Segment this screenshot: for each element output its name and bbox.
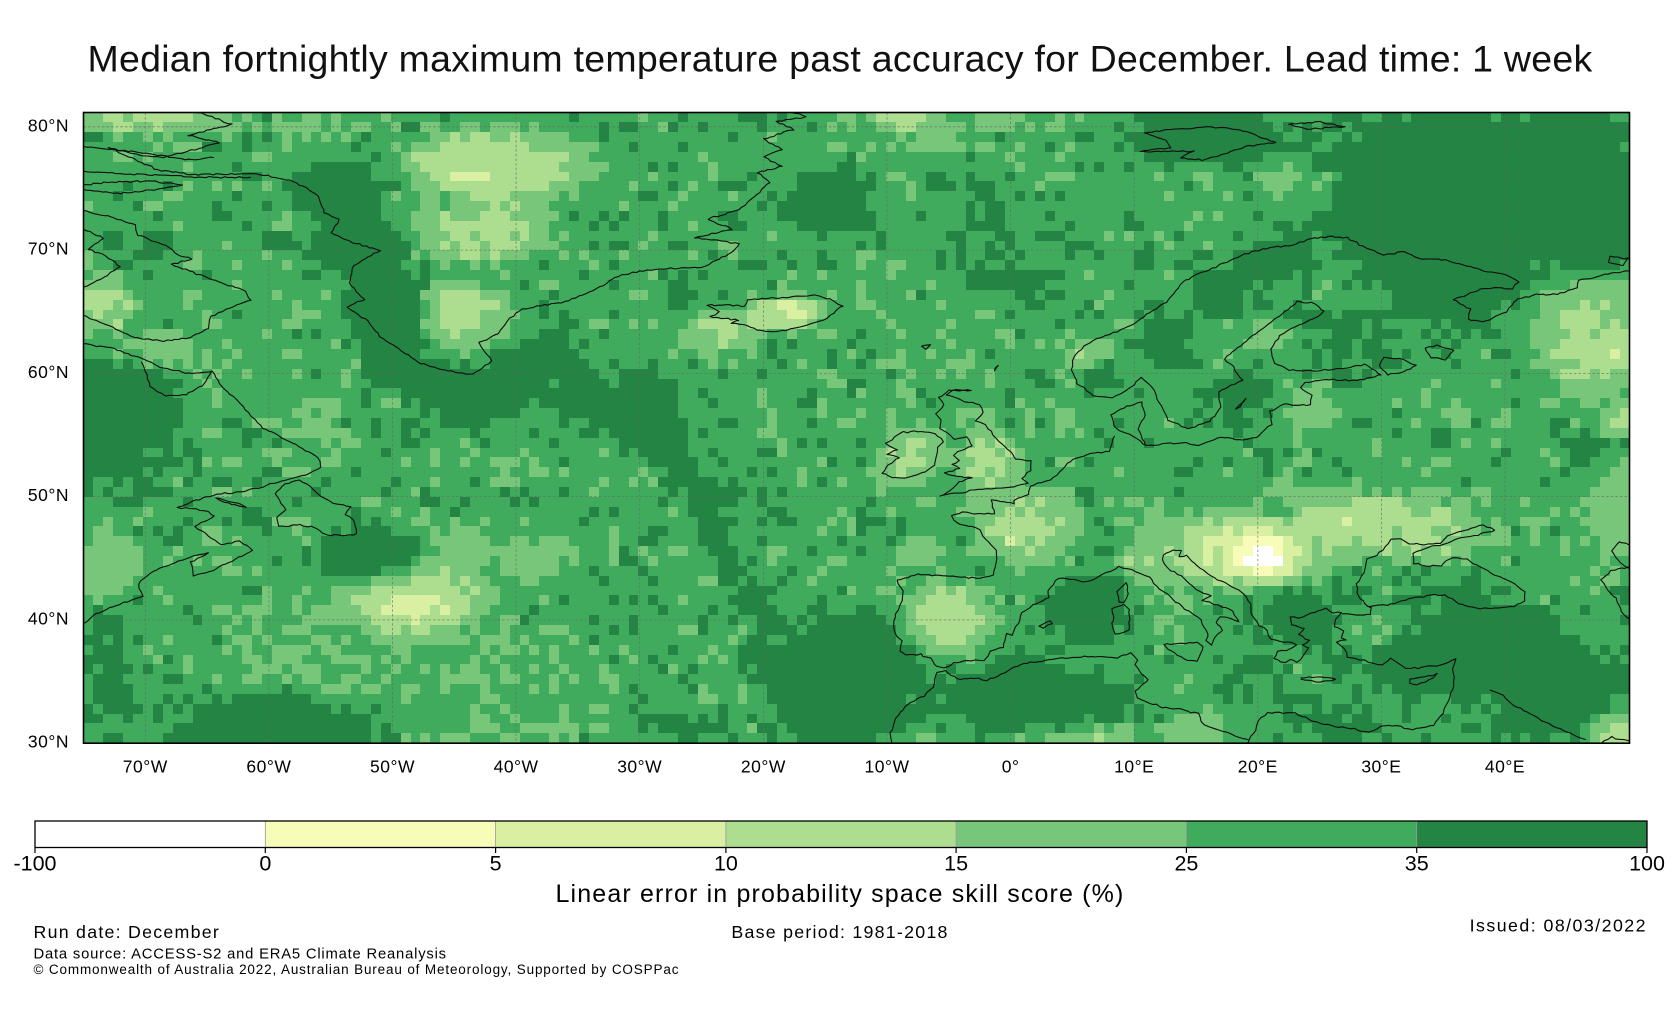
svg-text:80°N: 80°N	[28, 115, 69, 135]
svg-text:20°W: 20°W	[741, 757, 786, 777]
svg-text:35: 35	[1405, 852, 1429, 876]
svg-text:40°W: 40°W	[494, 757, 539, 777]
svg-text:0°: 0°	[1002, 757, 1020, 777]
svg-text:Issued: 08/03/2022: Issued: 08/03/2022	[1470, 916, 1647, 936]
svg-text:© Commonwealth of Australia 20: © Commonwealth of Australia 2022, Austra…	[34, 962, 680, 977]
svg-text:40°N: 40°N	[28, 608, 69, 628]
svg-text:30°E: 30°E	[1361, 757, 1401, 777]
svg-text:10: 10	[714, 852, 738, 876]
svg-text:25: 25	[1174, 852, 1198, 876]
svg-text:0: 0	[259, 852, 271, 876]
svg-text:70°N: 70°N	[28, 239, 69, 259]
svg-text:Linear error in probability sp: Linear error in probability space skill …	[555, 880, 1124, 908]
svg-text:15: 15	[944, 852, 968, 876]
svg-text:40°E: 40°E	[1485, 757, 1525, 777]
svg-text:20°E: 20°E	[1238, 757, 1278, 777]
svg-text:Run date: December: Run date: December	[34, 922, 221, 942]
svg-text:30°W: 30°W	[617, 757, 662, 777]
svg-text:Base period: 1981-2018: Base period: 1981-2018	[731, 922, 948, 942]
svg-text:30°N: 30°N	[28, 732, 69, 752]
svg-text:5: 5	[490, 852, 502, 876]
svg-text:Data source: ACCESS-S2 and ERA: Data source: ACCESS-S2 and ERA5 Climate …	[34, 946, 447, 962]
svg-text:100: 100	[1629, 852, 1665, 876]
svg-text:10°W: 10°W	[865, 757, 910, 777]
svg-text:50°W: 50°W	[370, 757, 415, 777]
svg-text:Median fortnightly maximum tem: Median fortnightly maximum temperature p…	[88, 38, 1593, 80]
svg-text:10°E: 10°E	[1114, 757, 1154, 777]
svg-text:-100: -100	[13, 852, 56, 876]
svg-text:60°W: 60°W	[246, 757, 291, 777]
svg-text:70°W: 70°W	[123, 757, 168, 777]
svg-text:60°N: 60°N	[28, 362, 69, 382]
svg-text:50°N: 50°N	[28, 485, 69, 505]
